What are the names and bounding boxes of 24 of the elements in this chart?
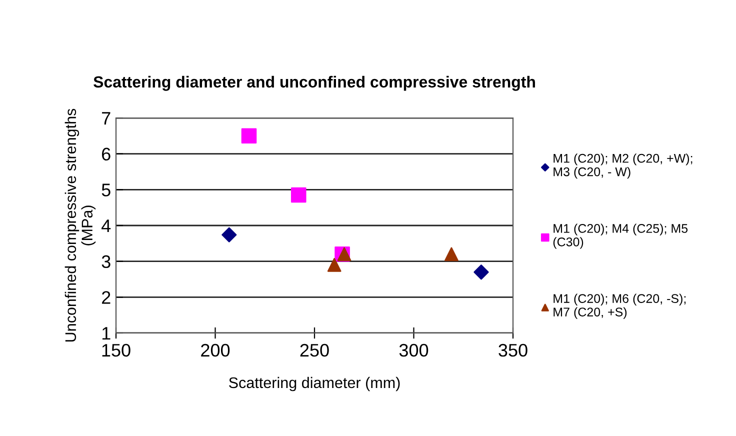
x-tick-label: 200: [201, 344, 230, 357]
legend-label: M1 (C20); M4 (C25); M5 (C30): [553, 224, 688, 249]
point: [444, 247, 458, 262]
x-tick-label: 300: [399, 344, 428, 357]
point: [290, 187, 306, 203]
x-tick-label: 350: [498, 344, 528, 357]
x-tick-label: 150: [102, 344, 130, 357]
y-tick-label: 6: [102, 148, 110, 161]
y-tick-label: 4: [102, 220, 111, 232]
y-tick-label: 2: [102, 291, 110, 304]
y-axis-title: Unconfined compressive strengths (MPa): [64, 108, 96, 342]
x-tick-label: 250: [300, 344, 329, 357]
point: [222, 227, 237, 242]
legend-label: M1 (C20); M2 (C20, +W); M3 (C20, - W): [554, 154, 692, 179]
y-tick-label: 5: [102, 184, 110, 196]
legend-label: M1 (C20); M6 (C20, -S); M7 (C20, +S): [554, 294, 686, 319]
point: [327, 258, 342, 272]
point: [241, 128, 257, 144]
chart-title: Scattering diameter and unconfined compressive strength: [94, 76, 535, 91]
y-tick-label: 7: [102, 112, 110, 125]
y-tick-label: 3: [102, 255, 110, 268]
x-axis-title: Scattering diameter (mm): [229, 376, 400, 392]
point: [474, 264, 489, 280]
y-tick-label: 1: [102, 327, 110, 340]
